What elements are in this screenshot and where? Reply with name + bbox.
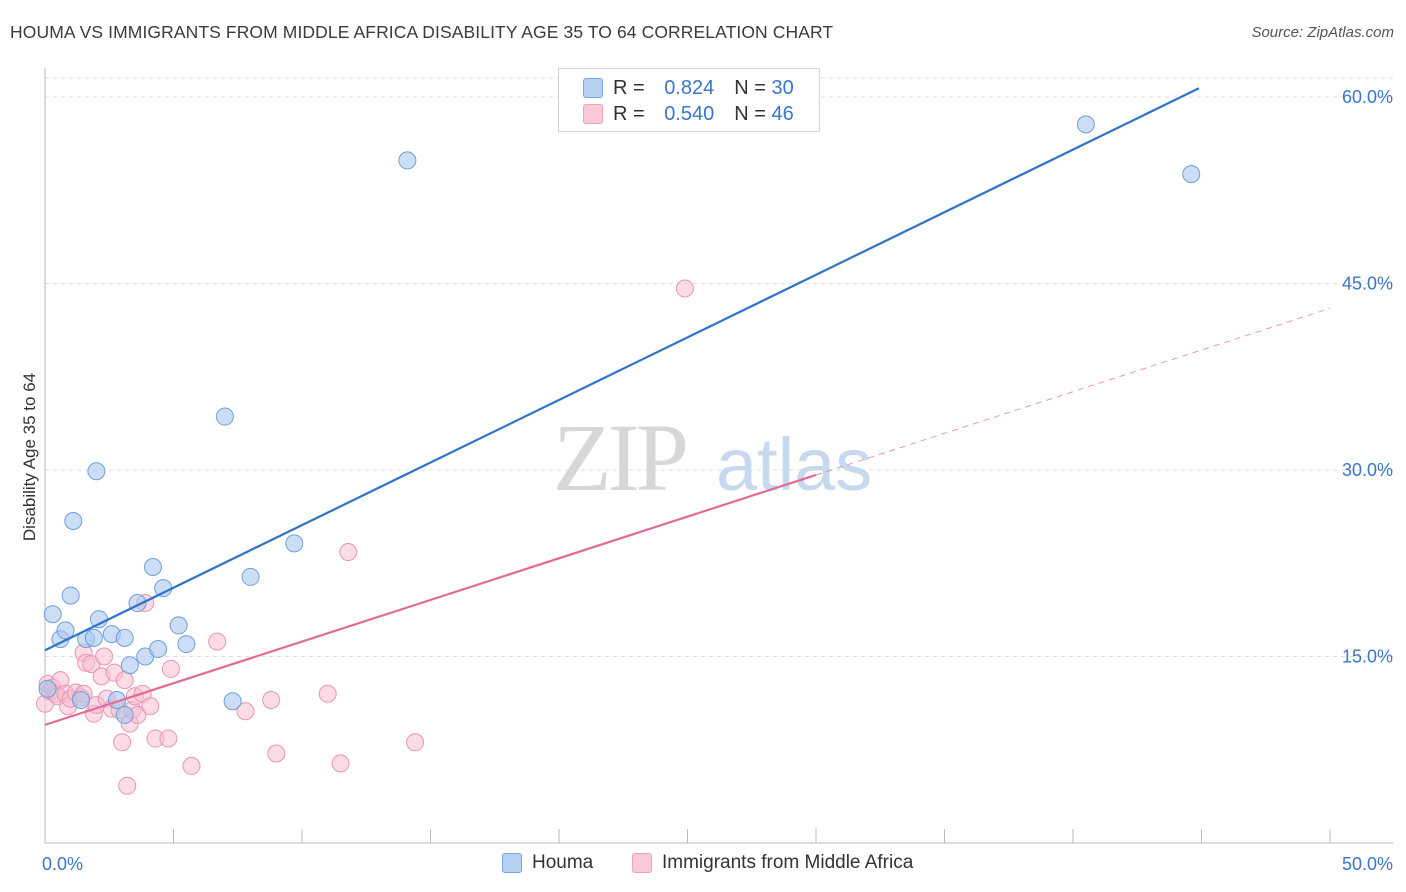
chart-title: HOUMA VS IMMIGRANTS FROM MIDDLE AFRICA D… bbox=[10, 22, 834, 42]
houma-point bbox=[223, 692, 242, 711]
series-legend: Houma Immigrants from Middle Africa bbox=[0, 852, 1406, 876]
houma-point bbox=[115, 628, 134, 647]
y-tick-label: 15.0% bbox=[1342, 647, 1393, 667]
immigrants-point bbox=[267, 744, 286, 763]
houma-trend-line bbox=[44, 87, 1200, 652]
tick-labels: 15.0% 30.0% 45.0% 60.0% 0.0% 50.0% bbox=[42, 87, 1393, 874]
houma-point bbox=[43, 605, 62, 624]
x-tick-label: 50.0% bbox=[1342, 854, 1393, 874]
houma-point bbox=[154, 579, 173, 598]
y-tick-label: 45.0% bbox=[1342, 274, 1393, 294]
houma-point bbox=[285, 534, 304, 553]
immigrants-r-label: R = bbox=[613, 102, 645, 125]
immigrants-point bbox=[208, 632, 227, 651]
houma-n-value: 30 bbox=[771, 76, 794, 99]
immigrants-point bbox=[331, 754, 350, 773]
legend-item-houma[interactable]: Houma bbox=[502, 852, 593, 874]
immigrants-swatch bbox=[583, 104, 603, 124]
immigrants-point bbox=[675, 279, 694, 298]
immigrants-point bbox=[339, 543, 358, 562]
houma-point bbox=[64, 511, 83, 530]
immigrants-trend-extension bbox=[815, 307, 1331, 476]
houma-r-label: R = bbox=[613, 76, 645, 99]
houma-point bbox=[56, 621, 75, 640]
houma-point bbox=[115, 705, 134, 724]
y-tick-label: 60.0% bbox=[1342, 87, 1393, 107]
houma-point bbox=[215, 407, 234, 426]
immigrants-point bbox=[182, 756, 201, 775]
watermark-zip: ZIP bbox=[553, 404, 686, 511]
houma-point bbox=[149, 640, 168, 659]
houma-point bbox=[38, 679, 57, 698]
x-tick-label: 0.0% bbox=[42, 854, 83, 874]
houma-point bbox=[1076, 115, 1095, 134]
houma-point bbox=[120, 656, 139, 675]
source-label: Source: ZipAtlas.com bbox=[1251, 24, 1394, 41]
houma-point bbox=[169, 616, 188, 635]
immigrants-point bbox=[113, 733, 132, 752]
houma-point bbox=[107, 691, 126, 710]
immigrants-legend-label: Immigrants from Middle Africa bbox=[662, 852, 914, 873]
houma-legend-swatch bbox=[502, 853, 522, 873]
immigrants-points bbox=[36, 279, 694, 795]
houma-point bbox=[61, 586, 80, 605]
watermark-atlas: atlas bbox=[716, 423, 872, 506]
y-tick-label: 30.0% bbox=[1342, 460, 1393, 480]
immigrants-point bbox=[236, 702, 255, 721]
immigrants-point bbox=[118, 776, 137, 795]
immigrants-n-label: N = bbox=[734, 102, 766, 125]
immigrants-point bbox=[159, 729, 178, 748]
immigrants-point bbox=[115, 671, 134, 690]
immigrants-legend-swatch bbox=[632, 853, 652, 873]
houma-point bbox=[398, 151, 417, 170]
legend-item-immigrants[interactable]: Immigrants from Middle Africa bbox=[632, 852, 913, 874]
immigrants-point bbox=[406, 733, 425, 752]
immigrants-point bbox=[318, 684, 337, 703]
watermark: ZIP atlas bbox=[553, 404, 872, 511]
immigrants-point bbox=[141, 697, 160, 716]
houma-point bbox=[87, 462, 106, 481]
houma-r-value: 0.824 bbox=[664, 76, 715, 99]
immigrants-n-value: 46 bbox=[771, 102, 794, 125]
houma-point bbox=[84, 628, 103, 647]
houma-point bbox=[177, 635, 196, 654]
legend-row-immigrants: R = 0.540 N = 46 bbox=[583, 102, 794, 126]
houma-point bbox=[71, 691, 90, 710]
axes bbox=[44, 68, 1393, 844]
immigrants-point bbox=[161, 659, 180, 678]
immigrants-r-value: 0.540 bbox=[664, 102, 715, 125]
immigrants-point bbox=[95, 647, 114, 666]
trend-lines bbox=[44, 87, 1331, 726]
correlation-legend: R = 0.824 N = 30 R = 0.540 N = 46 bbox=[558, 68, 820, 132]
houma-point bbox=[1182, 165, 1201, 184]
legend-row-houma: R = 0.824 N = 30 bbox=[583, 76, 794, 100]
houma-swatch bbox=[583, 78, 603, 98]
houma-legend-label: Houma bbox=[532, 852, 594, 873]
houma-point bbox=[241, 567, 260, 586]
houma-point bbox=[143, 557, 162, 576]
immigrants-point bbox=[262, 691, 281, 710]
houma-n-label: N = bbox=[734, 76, 766, 99]
immigrants-trend-line bbox=[44, 473, 817, 726]
